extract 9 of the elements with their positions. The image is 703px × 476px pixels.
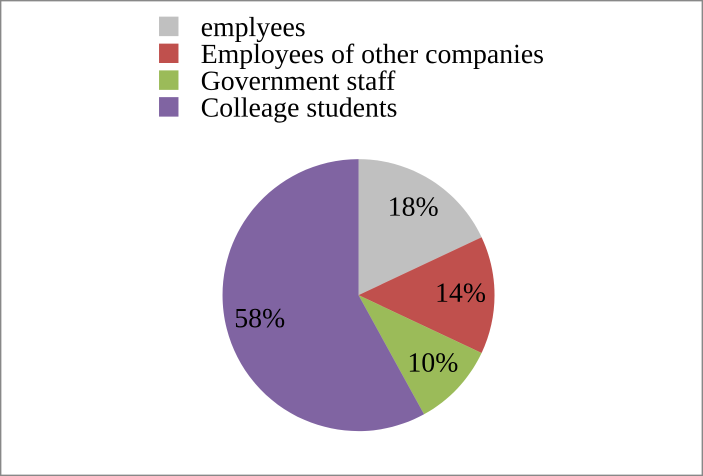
legend-label: emplyees: [202, 16, 305, 42]
data-label: 58%: [236, 308, 284, 328]
legend-label: Government staff: [202, 70, 396, 90]
data-label: 14%: [438, 283, 486, 302]
pie-slice: [358, 237, 495, 354]
legend-label: Employees of other companies: [202, 43, 543, 70]
data-label: 10%: [410, 353, 458, 372]
data-label: 18%: [390, 197, 438, 216]
legend-label: Colleage students: [202, 97, 396, 123]
